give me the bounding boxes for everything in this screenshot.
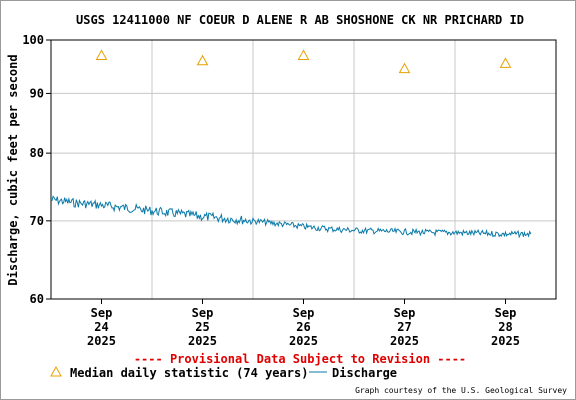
plot-area-border	[50, 39, 557, 300]
median-triangle-point	[297, 49, 310, 60]
y-tick-label: 100	[22, 33, 44, 47]
legend-discharge-label: Discharge	[332, 366, 397, 380]
x-tick-label: 2025	[390, 334, 419, 348]
chart-title: USGS 12411000 NF COEUR D ALENE R AB SHOS…	[76, 13, 524, 27]
median-triangle-point	[499, 57, 512, 68]
y-tick-label: 60	[30, 292, 44, 306]
x-tick-label: Sep	[293, 306, 315, 320]
discharge-line	[50, 195, 532, 239]
y-axis-ticks: 60 70 80 90 100	[22, 33, 51, 306]
y-tick-label: 70	[30, 214, 44, 228]
x-tick-label: Sep	[192, 306, 214, 320]
x-axis-ticks: Sep242025Sep252025Sep262025Sep272025Sep2…	[87, 299, 520, 348]
y-axis-label: Discharge, cubic feet per second	[6, 54, 20, 285]
x-tick-label: 25	[195, 320, 209, 334]
x-tick-label: 2025	[87, 334, 116, 348]
legend-median-label: Median daily statistic (74 years)	[70, 366, 308, 380]
data-series	[50, 49, 532, 239]
legend: Median daily statistic (74 years) Discha…	[50, 365, 397, 380]
x-tick-label: 27	[397, 320, 411, 334]
x-tick-label: 2025	[289, 334, 318, 348]
x-tick-label: Sep	[394, 306, 416, 320]
x-tick-label: 28	[498, 320, 512, 334]
x-tick-label: Sep	[91, 306, 113, 320]
x-tick-label: 2025	[491, 334, 520, 348]
y-tick-label: 80	[30, 146, 44, 160]
grid-lines	[51, 40, 556, 299]
provisional-notice: ---- Provisional Data Subject to Revisio…	[134, 352, 466, 366]
credit-text: Graph courtesy of the U.S. Geological Su…	[355, 386, 567, 395]
x-tick-label: 26	[296, 320, 310, 334]
x-tick-label: Sep	[495, 306, 517, 320]
legend-triangle-icon	[50, 365, 62, 377]
x-tick-label: 2025	[188, 334, 217, 348]
x-tick-label: 24	[94, 320, 108, 334]
median-triangle-point	[95, 49, 108, 60]
y-tick-label: 90	[30, 86, 44, 100]
median-triangle-point	[398, 62, 411, 74]
median-triangle-point	[196, 54, 209, 66]
